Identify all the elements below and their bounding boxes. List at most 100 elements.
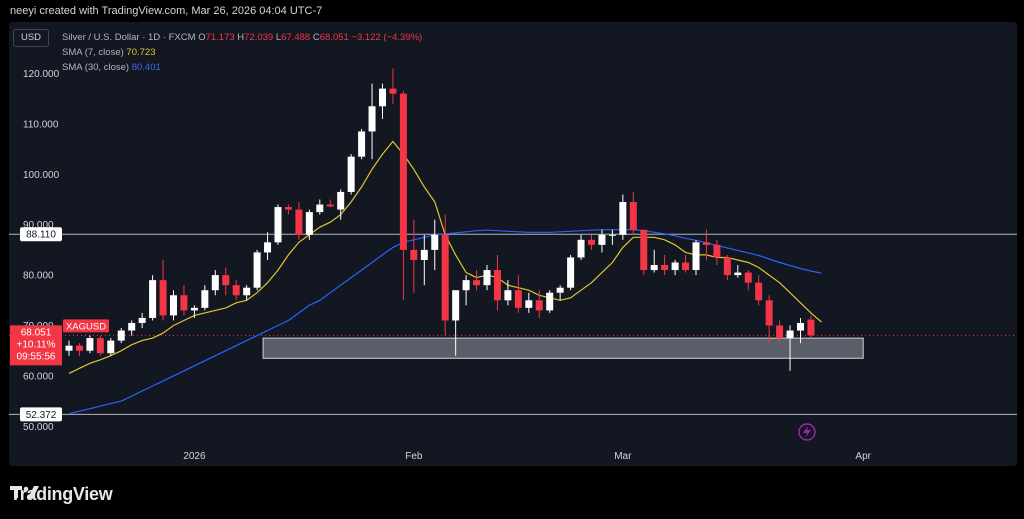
legend-low: 67.488 <box>281 32 311 43</box>
candle-up[interactable] <box>504 290 512 301</box>
candle-down[interactable] <box>96 338 104 354</box>
candle-up[interactable] <box>138 317 146 323</box>
legend-sma7-row[interactable]: SMA (7, close) 70.723 <box>62 45 422 60</box>
candle-down[interactable] <box>682 262 690 271</box>
lightning-icon[interactable] <box>798 423 816 441</box>
tradingview-brand[interactable]: TradingView <box>10 484 113 505</box>
candle-down[interactable] <box>284 207 292 210</box>
candle-down[interactable] <box>723 257 731 276</box>
candle-up[interactable] <box>65 345 73 351</box>
chart-legend: Silver / U.S. Dollar · 1D · FXCM O71.173… <box>62 30 422 75</box>
candle-down[interactable] <box>765 300 773 326</box>
candle-up[interactable] <box>316 204 324 213</box>
candle-up[interactable] <box>86 338 94 351</box>
candle-up[interactable] <box>305 212 313 235</box>
candle-down[interactable] <box>629 202 637 230</box>
price-tag-change: +10.11% <box>16 339 55 350</box>
candle-up[interactable] <box>117 330 125 341</box>
candle-up[interactable] <box>567 257 575 288</box>
candle-up[interactable] <box>452 290 460 321</box>
candle-down[interactable] <box>713 244 721 258</box>
candle-down[interactable] <box>180 295 188 311</box>
candle-down[interactable] <box>75 345 83 351</box>
legend-c-label: C <box>312 32 320 43</box>
candle-up[interactable] <box>190 307 198 311</box>
candle-down[interactable] <box>441 234 449 321</box>
candle-up[interactable] <box>274 207 282 243</box>
candle-down[interactable] <box>410 249 418 260</box>
candle-down[interactable] <box>159 280 167 316</box>
legend-close: 68.051 <box>319 32 349 43</box>
candle-up[interactable] <box>149 280 157 318</box>
chart-panel[interactable]: 50.00060.00070.00080.00090.000100.000110… <box>9 22 1017 466</box>
candle-up[interactable] <box>598 234 606 245</box>
x-tick-label: Apr <box>855 451 871 462</box>
candle-down[interactable] <box>535 300 543 311</box>
candle-up[interactable] <box>608 234 616 236</box>
candle-up[interactable] <box>525 300 533 308</box>
candle-up[interactable] <box>546 292 554 311</box>
candle-down[interactable] <box>326 204 334 207</box>
candle-up[interactable] <box>201 290 209 308</box>
price-chart[interactable]: 50.00060.00070.00080.00090.000100.000110… <box>9 22 1017 466</box>
candle-down[interactable] <box>744 272 752 283</box>
candle-up[interactable] <box>431 234 439 250</box>
candle-down[interactable] <box>807 319 815 336</box>
candle-down[interactable] <box>493 270 501 301</box>
candle-up[interactable] <box>786 330 794 339</box>
price-tag-price: 68.051 <box>21 327 52 338</box>
candle-up[interactable] <box>797 322 804 331</box>
candle-down[interactable] <box>399 93 407 250</box>
candle-down[interactable] <box>640 229 648 271</box>
legend-sma30-row[interactable]: SMA (30, close) 80.401 <box>62 60 422 75</box>
y-tick-label: 90.000 <box>23 220 54 231</box>
legend-symbol[interactable]: Silver / U.S. Dollar · 1D · FXCM <box>62 32 196 43</box>
candle-up[interactable] <box>379 88 386 107</box>
candle-up[interactable] <box>556 287 564 293</box>
candle-up[interactable] <box>671 262 679 271</box>
candle-down[interactable] <box>702 242 710 245</box>
lightning-bolt-icon <box>803 426 811 438</box>
legend-sma7-value: 70.723 <box>126 47 156 58</box>
candle-up[interactable] <box>337 191 345 210</box>
candle-down[interactable] <box>232 285 240 296</box>
candle-up[interactable] <box>128 322 136 331</box>
candle-up[interactable] <box>358 131 366 157</box>
candle-up[interactable] <box>577 239 585 258</box>
currency-button[interactable]: USD <box>13 29 49 47</box>
candle-down[interactable] <box>389 88 397 94</box>
candle-down[interactable] <box>514 290 522 308</box>
y-tick-label: 80.000 <box>23 271 54 282</box>
legend-sma30-value: 80.401 <box>131 62 161 73</box>
legend-high: 72.039 <box>244 32 274 43</box>
candle-up[interactable] <box>107 340 115 354</box>
candle-up[interactable] <box>170 295 177 316</box>
candle-up[interactable] <box>243 287 251 296</box>
candle-up[interactable] <box>734 272 742 276</box>
candle-up[interactable] <box>483 270 491 286</box>
candle-down[interactable] <box>473 280 481 286</box>
candle-down[interactable] <box>222 275 230 286</box>
legend-h-label: H <box>237 32 245 43</box>
candle-up[interactable] <box>650 265 658 271</box>
x-tick-label: 2026 <box>183 451 206 462</box>
candle-down[interactable] <box>776 325 784 339</box>
candle-down[interactable] <box>588 239 595 245</box>
support-zone-box[interactable] <box>262 337 864 359</box>
candle-up[interactable] <box>619 202 627 235</box>
candle-up[interactable] <box>420 249 428 260</box>
candle-up[interactable] <box>253 252 261 288</box>
candle-up[interactable] <box>264 242 272 253</box>
legend-sma30-label: SMA (30, close) <box>62 62 130 73</box>
legend-change: −3.122 (−4.39%) <box>351 32 423 43</box>
candle-up[interactable] <box>347 156 355 192</box>
attribution-bar: neeyi created with TradingView.com, Mar … <box>0 0 1024 22</box>
candle-down[interactable] <box>755 282 763 301</box>
candle-up[interactable] <box>692 242 700 271</box>
legend-symbol-row: Silver / U.S. Dollar · 1D · FXCM O71.173… <box>62 30 422 45</box>
candle-down[interactable] <box>295 209 303 235</box>
candle-up[interactable] <box>462 280 470 291</box>
candle-up[interactable] <box>368 106 376 132</box>
candle-down[interactable] <box>661 265 669 271</box>
candle-up[interactable] <box>211 275 219 291</box>
